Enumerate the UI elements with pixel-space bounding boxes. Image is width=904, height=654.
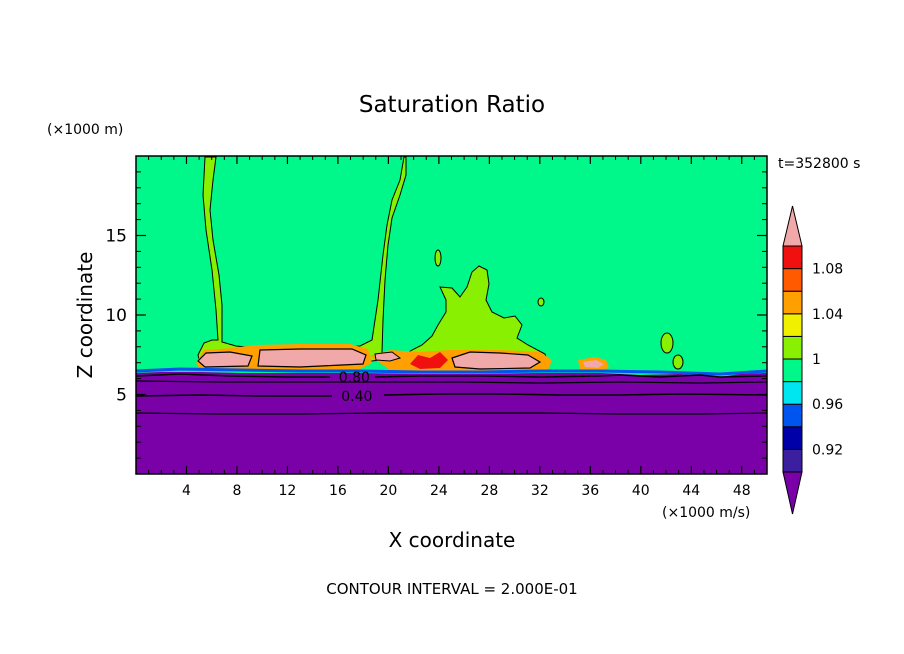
colorbar-over-arrow — [782, 205, 803, 247]
colorbar-swatch — [782, 290, 803, 315]
red-patch — [410, 352, 448, 369]
x-tick-label: 4 — [182, 483, 191, 499]
x-tick-label: 16 — [329, 483, 347, 499]
colorbar-swatch — [782, 403, 803, 428]
contour-0-60 — [135, 380, 768, 384]
contour-label-0-80: 0.80 — [339, 370, 370, 386]
colorbar-tick-label: 1.04 — [812, 307, 843, 323]
cloud-pink-5 — [374, 351, 402, 362]
x-tick-label: 28 — [480, 483, 498, 499]
colorbar-tick-label: 0.92 — [812, 442, 843, 458]
time-label: t=352800 s — [778, 156, 860, 172]
cloud-pink-1 — [257, 348, 367, 368]
small-cell-1 — [434, 249, 442, 267]
colorbar-swatch — [782, 358, 803, 383]
y-tick-label: 10 — [105, 306, 127, 326]
contour-0-40 — [135, 393, 768, 397]
y-axis-label: Z coordinate — [73, 252, 97, 379]
x-tick-label: 44 — [682, 483, 700, 499]
x-axis-label: X coordinate — [389, 528, 516, 552]
colorbar-swatch — [782, 448, 803, 473]
x-tick-label: 36 — [581, 483, 599, 499]
x-tick-label: 32 — [531, 483, 549, 499]
x-tick-label: 12 — [279, 483, 297, 499]
x-tick-label: 40 — [632, 483, 650, 499]
x-tick-label: 20 — [379, 483, 397, 499]
y-unit-label: (×1000 m) — [47, 122, 123, 138]
colorbar-swatch — [782, 426, 803, 450]
x-tick-label: 8 — [232, 483, 241, 499]
small-cell-2 — [537, 297, 545, 307]
colorbar-swatch — [782, 381, 803, 405]
small-cell-4 — [672, 354, 684, 370]
blue-boundary — [135, 367, 768, 376]
colorbar-under-arrow — [782, 471, 803, 515]
contour-label-0-40: 0.40 — [341, 389, 372, 405]
plume-middle — [399, 265, 549, 372]
colorbar-tick-label: 0.96 — [812, 397, 843, 413]
colorbar-swatch — [782, 268, 803, 292]
colorbar-swatch — [782, 335, 803, 360]
colorbar-swatch — [782, 245, 803, 270]
cloud-pink-4-core — [583, 360, 604, 368]
contour-interval-footer: CONTOUR INTERVAL = 2.000E-01 — [326, 580, 577, 598]
y-tick-label: 15 — [105, 227, 127, 247]
colorbar-tick-label: 1 — [812, 352, 821, 368]
x-tick-label: 24 — [430, 483, 448, 499]
chart-title: Saturation Ratio — [359, 92, 545, 118]
colorbar-tick-label: 1.08 — [812, 262, 843, 278]
colorbar-swatch — [782, 313, 803, 337]
small-cell-3 — [660, 332, 674, 354]
x-unit-label: (×1000 m/s) — [662, 505, 750, 521]
x-tick-label: 48 — [733, 483, 751, 499]
lower-layer — [136, 372, 767, 474]
plot-area: 0.80 0.40 — [135, 155, 768, 475]
y-tick-label: 5 — [116, 386, 127, 406]
contour-0-20 — [135, 412, 768, 415]
cloud-pink-3 — [451, 351, 542, 370]
plume-left — [197, 156, 407, 369]
colorbar: 0.92 0.96 1 1.04 1.08 — [782, 205, 843, 515]
cloud-pink-2 — [197, 351, 253, 368]
contour-0-80 — [135, 373, 768, 378]
